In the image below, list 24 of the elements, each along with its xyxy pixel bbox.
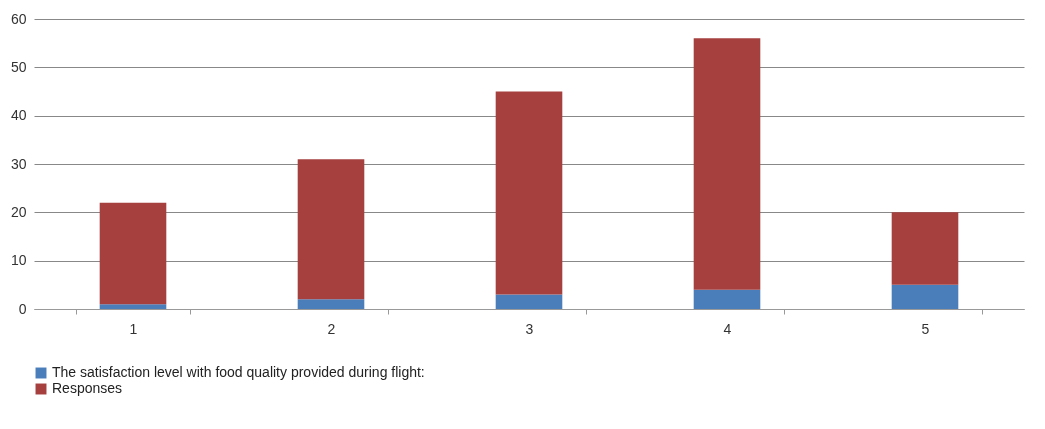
y-tick-label: 60 (10, 10, 27, 27)
x-tick-label: 1 (129, 320, 138, 337)
bar (891, 212, 959, 285)
bar (99, 202, 167, 305)
bar (891, 284, 959, 309)
y-tick-label: 10 (10, 252, 27, 269)
x-tick-label: 3 (525, 320, 534, 337)
y-tick-label: 50 (10, 58, 27, 75)
x-tick-label: 2 (327, 320, 336, 337)
bar (693, 289, 761, 309)
legend-label: The satisfaction level with food quality provided during flight: (52, 364, 425, 380)
y-tick-label: 30 (10, 155, 27, 172)
y-tick-label: 0 (18, 300, 27, 317)
bar (99, 304, 167, 309)
y-tick-label: 20 (10, 203, 27, 220)
y-tick-label: 40 (10, 107, 27, 124)
bar (495, 91, 563, 295)
legend-label: Responses (52, 380, 123, 396)
bar (297, 159, 365, 300)
x-tick-label: 4 (723, 320, 732, 337)
bar (297, 299, 365, 309)
bar (693, 38, 761, 290)
x-tick-label: 5 (921, 320, 930, 337)
bar (495, 294, 563, 309)
